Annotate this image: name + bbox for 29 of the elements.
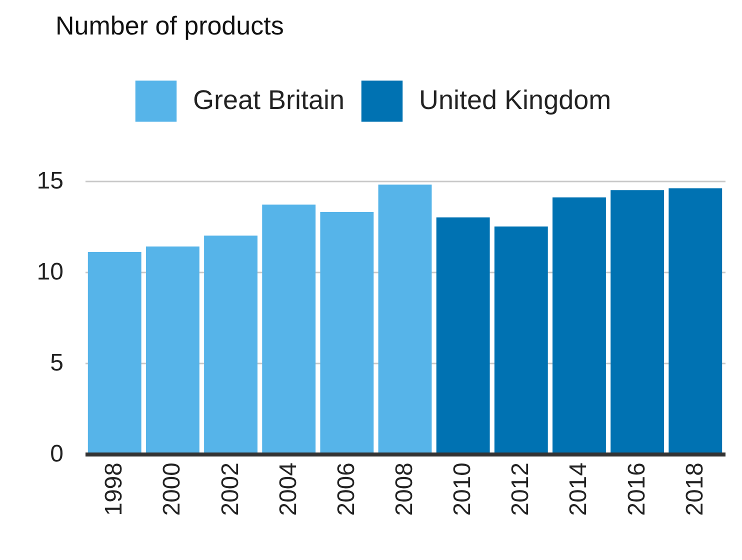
bar — [610, 190, 664, 454]
y-tick-label: 10 — [36, 258, 64, 286]
x-tick-label: 2008 — [391, 462, 418, 516]
bar — [146, 246, 200, 454]
bar — [320, 212, 374, 454]
x-tick-label: 2004 — [274, 462, 302, 516]
x-tick-label: 2012 — [507, 462, 534, 516]
y-tick-label: 5 — [50, 350, 64, 376]
legend-label: United Kingdom — [419, 85, 612, 116]
bar — [88, 252, 142, 454]
bar — [436, 217, 490, 454]
x-tick-label: 1998 — [100, 462, 128, 516]
legend-label: Great Britain — [193, 85, 345, 116]
bar — [378, 184, 432, 454]
x-tick-label: 2002 — [216, 462, 244, 516]
bar — [552, 197, 606, 454]
x-tick-label: 2014 — [565, 462, 592, 516]
y-axis-title: Number of products — [56, 10, 284, 40]
x-tick-label: 2006 — [332, 462, 360, 516]
x-tick-label: 2018 — [681, 462, 708, 516]
bar — [262, 204, 316, 454]
bar — [668, 188, 722, 454]
y-tick-label: 0 — [50, 440, 64, 468]
x-tick-label: 2010 — [449, 462, 476, 516]
x-tick-label: 2000 — [158, 462, 186, 516]
y-tick-label: 15 — [36, 168, 64, 194]
bar — [494, 226, 548, 454]
x-tick-label: 2016 — [623, 462, 650, 516]
bar — [204, 236, 258, 454]
